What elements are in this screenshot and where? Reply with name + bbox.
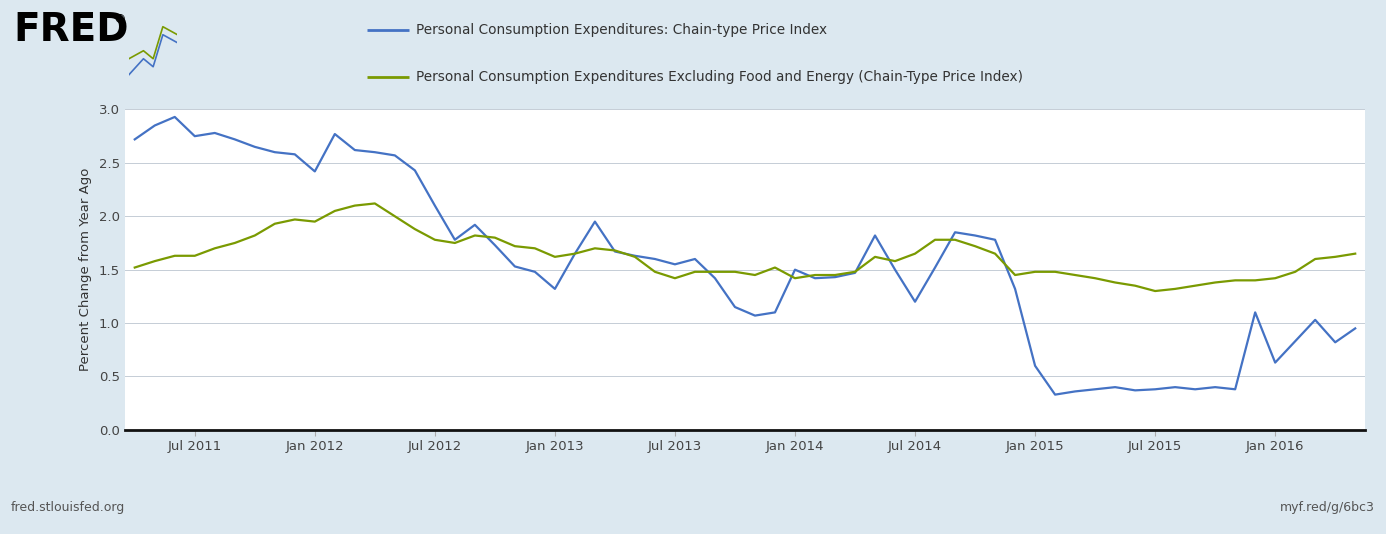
- Text: ®: ®: [114, 13, 126, 26]
- Text: Personal Consumption Expenditures: Chain-type Price Index: Personal Consumption Expenditures: Chain…: [416, 23, 827, 37]
- Text: Personal Consumption Expenditures Excluding Food and Energy (Chain-Type Price In: Personal Consumption Expenditures Exclud…: [416, 70, 1023, 84]
- Text: fred.stlouisfed.org: fred.stlouisfed.org: [11, 501, 125, 514]
- Text: myf.red/g/6bc3: myf.red/g/6bc3: [1281, 501, 1375, 514]
- Y-axis label: Percent Change from Year Ago: Percent Change from Year Ago: [79, 168, 91, 371]
- Text: FRED: FRED: [14, 11, 129, 49]
